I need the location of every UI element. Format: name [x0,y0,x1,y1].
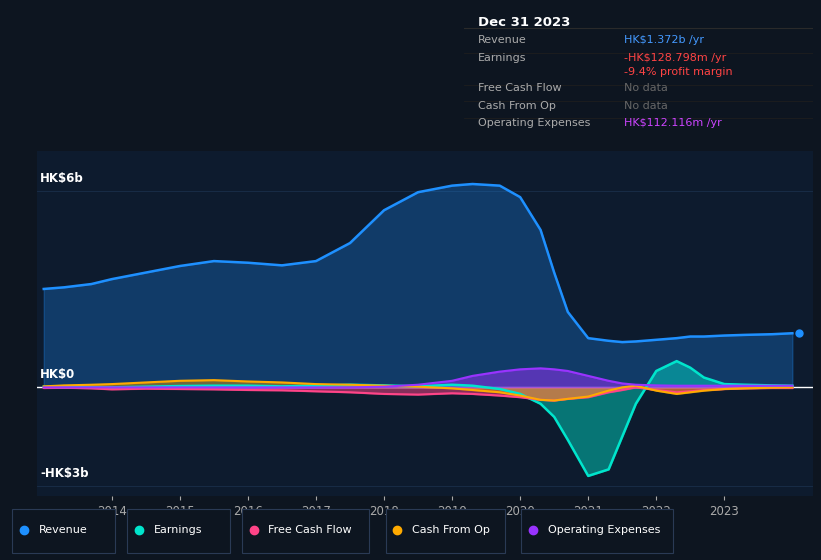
Text: -HK$3b: -HK$3b [40,467,89,480]
FancyBboxPatch shape [242,509,369,553]
Text: Free Cash Flow: Free Cash Flow [478,83,562,94]
Text: -HK$128.798m /yr: -HK$128.798m /yr [624,53,727,63]
Text: HK$6b: HK$6b [40,172,84,185]
FancyBboxPatch shape [127,509,230,553]
Text: HK$112.116m /yr: HK$112.116m /yr [624,118,722,128]
Text: Cash From Op: Cash From Op [478,101,556,110]
Text: Cash From Op: Cash From Op [412,525,490,535]
Text: Revenue: Revenue [478,35,526,45]
Text: Earnings: Earnings [154,525,202,535]
FancyBboxPatch shape [12,509,115,553]
FancyBboxPatch shape [521,509,673,553]
Text: No data: No data [624,101,668,110]
Text: Free Cash Flow: Free Cash Flow [268,525,352,535]
Text: No data: No data [624,83,668,94]
Text: HK$0: HK$0 [40,368,76,381]
Text: Operating Expenses: Operating Expenses [478,118,590,128]
Text: Operating Expenses: Operating Expenses [548,525,660,535]
Text: Revenue: Revenue [39,525,87,535]
Text: -9.4% profit margin: -9.4% profit margin [624,67,733,77]
FancyBboxPatch shape [386,509,505,553]
Text: HK$1.372b /yr: HK$1.372b /yr [624,35,704,45]
Text: Dec 31 2023: Dec 31 2023 [478,16,571,29]
Text: Earnings: Earnings [478,53,526,63]
